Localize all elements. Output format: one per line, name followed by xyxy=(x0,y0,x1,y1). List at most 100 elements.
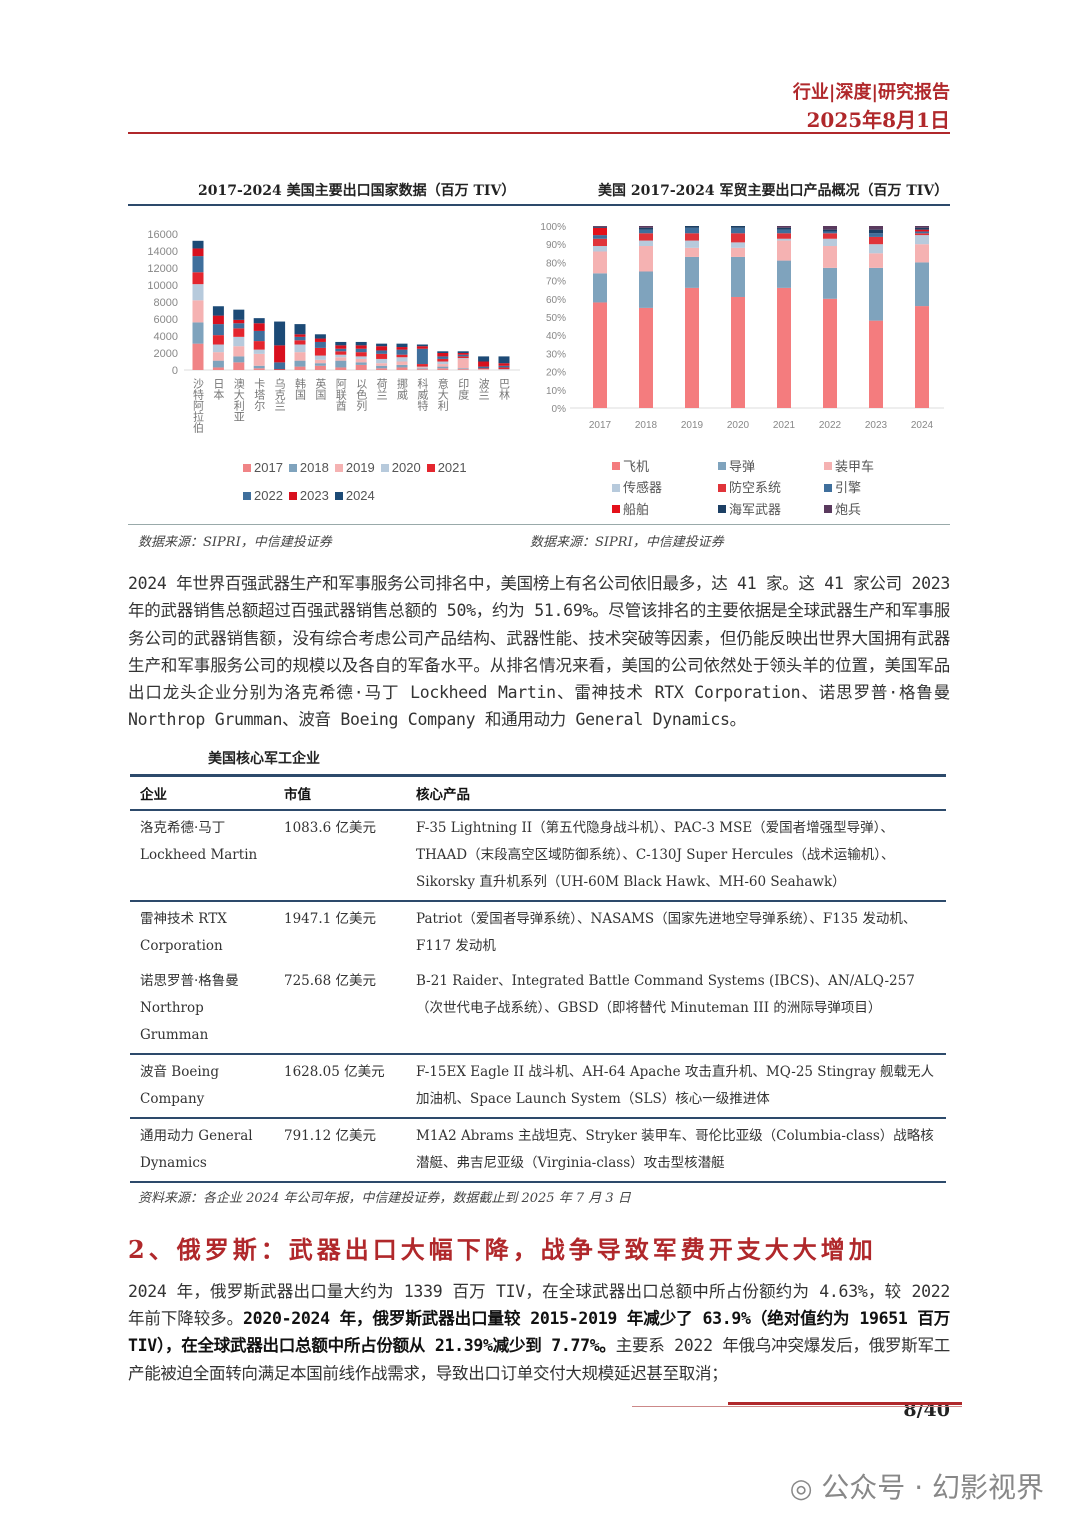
bar-segment-导弹 xyxy=(593,273,607,303)
bar-segment-传感器 xyxy=(869,244,883,254)
bar-segment-2020 xyxy=(376,358,388,364)
bar-segment-2017 xyxy=(376,368,388,370)
bar-segment-装甲车 xyxy=(777,240,791,261)
legend-label: 2019 xyxy=(345,460,375,475)
y-tick-label: 4000 xyxy=(154,331,178,343)
bar-segment-飞机 xyxy=(685,287,699,408)
category-label: 日本 xyxy=(212,378,225,401)
bar-segment-2022 xyxy=(233,323,245,329)
bar-segment-2022 xyxy=(437,356,449,359)
para2-bold-segment: 2020-2024 年，俄罗斯武器出口量较 2015-2019 年减少了 63.… xyxy=(128,1309,950,1356)
legend-swatch xyxy=(612,505,620,513)
bar-segment-2022 xyxy=(498,365,510,368)
x-tick-label: 2020 xyxy=(727,420,750,431)
legend-swatch xyxy=(824,505,832,513)
bar-segment-引擎 xyxy=(593,235,607,239)
bar-segment-2020 xyxy=(396,357,408,362)
body-paragraph-1: 2024 年世界百强武器生产和军事服务公司排名中，美国榜上有名公司依旧最多，达 … xyxy=(128,574,950,730)
bar-segment-2017 xyxy=(192,343,204,370)
table-row: 通用动力 General Dynamics 791.12 亿美元 M1A2 Abra… xyxy=(130,1117,946,1182)
bar-segment-导弹 xyxy=(685,256,699,288)
legend-item: 传感器 xyxy=(612,477,712,498)
bar-segment-2021 xyxy=(192,272,204,285)
x-tick-label: 2019 xyxy=(681,420,704,431)
legend-item: 2024 xyxy=(334,482,375,510)
bar-segment-防空系统 xyxy=(593,238,607,247)
y-tick-label: 16000 xyxy=(147,229,178,241)
bar-segment-2019 xyxy=(335,357,347,361)
bar-segment-防空系统 xyxy=(685,233,699,241)
category-label: 阿联酋 xyxy=(334,378,347,411)
bar-segment-2024 xyxy=(457,351,469,353)
bar-segment-传感器 xyxy=(915,235,929,245)
table-source: 资料来源：各企业 2024 年公司年报，中信建投证券，数据截止到 2025 年 … xyxy=(138,1190,631,1206)
right-chart-source: 数据来源：SIPRI，中信建投证券 xyxy=(530,535,724,550)
para2-segment: 2024 年，俄罗斯武器出口量大约为 1339 百万 TIV，在全球武器出口总额… xyxy=(128,1281,950,1329)
market-value: 1083.6 亿美元 xyxy=(284,819,377,836)
bar-segment-2017 xyxy=(355,364,367,370)
legend-swatch xyxy=(426,464,435,472)
para2-segment: 主要系 2022 年俄乌冲突爆发后，俄罗斯军工产能被迫全面转向满足本国前线作战需… xyxy=(128,1336,950,1383)
bar-segment-装甲车 xyxy=(639,246,653,272)
category-label: 澳大利亚 xyxy=(232,378,245,422)
bar-segment-传感器 xyxy=(685,240,699,248)
bar-segment-2021 xyxy=(212,335,224,345)
category-label: 荷兰 xyxy=(375,378,388,400)
bar-segment-2024 xyxy=(233,309,245,320)
legend-label: 2021 xyxy=(437,460,467,475)
y-tick-label: 10000 xyxy=(147,280,178,292)
bar-segment-2023 xyxy=(498,363,510,366)
bar-segment-炮兵 xyxy=(639,226,653,228)
bar-segment-防空系统 xyxy=(915,233,929,236)
bar-segment-2021 xyxy=(376,353,388,359)
bar-segment-2018 xyxy=(376,365,388,369)
legend-label: 船舶 xyxy=(623,501,650,517)
legend-item: 2017 xyxy=(243,454,283,482)
bar-segment-传感器 xyxy=(731,242,745,248)
bar-segment-引擎 xyxy=(777,229,791,234)
bar-segment-炮兵 xyxy=(869,226,883,230)
header-divider xyxy=(128,132,950,134)
bar-segment-2021 xyxy=(498,367,510,370)
bar-segment-2018 xyxy=(233,356,245,363)
bar-segment-2021 xyxy=(294,340,306,345)
legend-swatch xyxy=(334,492,343,500)
legend-label: 海军武器 xyxy=(729,501,782,517)
bar-segment-2019 xyxy=(396,361,408,365)
left-chart-source: 数据来源：SIPRI，中信建投证券 xyxy=(138,535,332,550)
bar-segment-2019 xyxy=(233,346,245,357)
section-heading: 2、俄罗斯：武器出口大幅下降，战争导致军费开支大大增加 xyxy=(128,1234,877,1264)
bar-segment-2018 xyxy=(416,368,428,370)
body-paragraph-2: 2024 年，俄罗斯武器出口量大约为 1339 百万 TIV，在全球武器出口总额… xyxy=(128,1278,950,1387)
bar-segment-2020 xyxy=(233,336,245,347)
bar-segment-装甲车 xyxy=(823,246,837,268)
category-label: 意大利 xyxy=(436,377,449,411)
bar-segment-2021 xyxy=(253,341,265,350)
bar-segment-海军武器 xyxy=(777,227,791,230)
bar-segment-2019 xyxy=(457,358,469,369)
market-value: 1628.05 亿美元 xyxy=(284,1063,385,1080)
bar-segment-2019 xyxy=(478,369,490,370)
source-divider xyxy=(128,524,950,525)
bar-segment-2023 xyxy=(192,248,204,257)
bar-segment-传感器 xyxy=(777,238,791,241)
bar-segment-2022 xyxy=(192,256,204,273)
bar-segment-2023 xyxy=(253,323,265,331)
bar-segment-2023 xyxy=(233,319,245,324)
y-tick-label: 2000 xyxy=(154,348,178,360)
category-label: 巴林 xyxy=(498,378,511,400)
category-label: 印度 xyxy=(457,378,470,401)
bar-segment-2017 xyxy=(294,366,306,370)
header-company: 企业 xyxy=(140,786,167,803)
bar-segment-2022 xyxy=(355,348,367,353)
header-products: 核心产品 xyxy=(416,786,470,803)
bar-segment-2019 xyxy=(253,353,265,366)
bar-segment-海军武器 xyxy=(593,226,607,228)
right-chart-legend: 飞机 导弹 装甲车 传感器 防空系统 引擎 船舶 海军武器 炮兵 xyxy=(612,455,942,520)
bar-segment-2024 xyxy=(212,306,224,316)
bar-segment-2017 xyxy=(233,362,245,370)
legend-label: 装甲车 xyxy=(835,458,875,474)
company-name: 诺思罗普·格鲁曼 Northrop Grumman xyxy=(140,972,239,1043)
bar-segment-2018 xyxy=(396,364,408,368)
core-products: B-21 Raider、Integrated Battle Command Sy… xyxy=(416,972,915,1016)
